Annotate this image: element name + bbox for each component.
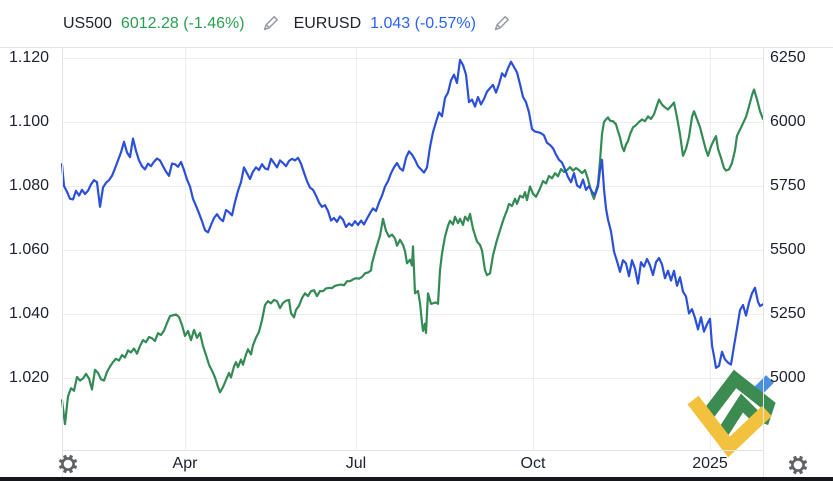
us500-line bbox=[60, 88, 765, 426]
eurusd-line bbox=[60, 58, 765, 369]
time-axis-label: Apr bbox=[172, 455, 198, 472]
price-axis-label: 6000 bbox=[770, 113, 806, 130]
time-axis-label: 2025 bbox=[692, 455, 728, 472]
bottom-bar bbox=[0, 477, 833, 481]
symbol-name: US500 bbox=[63, 14, 112, 32]
price-series bbox=[60, 58, 765, 426]
time-axis-border bbox=[62, 450, 763, 451]
price-axis-label: 5250 bbox=[770, 305, 806, 322]
price-axis-label: 6250 bbox=[770, 49, 806, 66]
price-axis-label: 1.080 bbox=[9, 176, 50, 194]
time-axis-label: Oct bbox=[520, 455, 546, 472]
price-axis-label: 5750 bbox=[770, 177, 806, 194]
legend-item-us500[interactable]: US500 6012.28 (-1.46%) bbox=[63, 14, 294, 33]
logo-yellow-check bbox=[687, 395, 772, 458]
price-axis-label: 5500 bbox=[770, 241, 806, 258]
symbol-value-change: 6012.28 (-1.46%) bbox=[120, 14, 245, 32]
legend-divider bbox=[0, 47, 833, 48]
price-axis-label: 1.120 bbox=[9, 48, 50, 66]
symbol-value-change: 1.043 (-0.57%) bbox=[370, 14, 476, 32]
price-axis-label: 1.100 bbox=[9, 112, 50, 130]
right-axis-border bbox=[763, 47, 764, 477]
price-axis-label: 1.040 bbox=[9, 304, 50, 322]
legend-item-eurusd[interactable]: EURUSD 1.043 (-0.57%) bbox=[294, 14, 525, 33]
price-axis-label: 1.020 bbox=[9, 368, 50, 386]
price-axis-label: 1.060 bbox=[9, 240, 50, 258]
litefinance-logo bbox=[687, 369, 776, 458]
time-axis-label: Jul bbox=[345, 455, 367, 472]
logo-green-f-inner bbox=[716, 393, 763, 438]
right-axis-settings-gear-icon[interactable] bbox=[785, 452, 811, 478]
chart-legend: US500 6012.28 (-1.46%) EURUSD 1.043 (-0.… bbox=[0, 0, 833, 47]
price-axis-label: 5000 bbox=[770, 369, 806, 386]
left-axis-border bbox=[62, 47, 63, 477]
left-axis-settings-gear-icon[interactable] bbox=[55, 451, 81, 477]
edit-pencil-icon[interactable] bbox=[261, 14, 280, 33]
gridlines bbox=[62, 47, 763, 450]
symbol-name: EURUSD bbox=[293, 14, 362, 32]
edit-pencil-icon[interactable] bbox=[492, 14, 511, 33]
